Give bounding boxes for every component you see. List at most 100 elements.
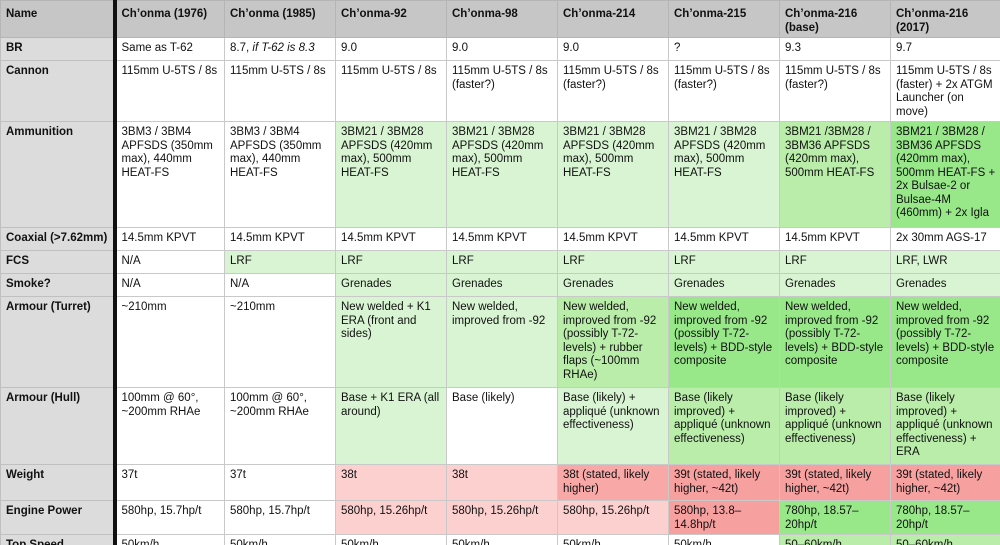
cell[interactable]: Base (likely improved) + appliqué (unkno… [779, 387, 891, 465]
header-chonma-215[interactable]: Ch’onma-215 [668, 0, 780, 38]
cell[interactable]: Grenades [779, 273, 891, 297]
cell[interactable]: 580hp, 15.7hp/t [224, 500, 336, 535]
cell[interactable]: 50–60km/h [779, 534, 891, 545]
cell[interactable]: 9.0 [557, 37, 669, 61]
cell[interactable]: 50km/h [557, 534, 669, 545]
cell[interactable]: 3BM21 / 3BM28 APFSDS (420mm max), 500mm … [335, 121, 447, 228]
row-label-armour-turret[interactable]: Armour (Turret) [0, 296, 117, 388]
cell[interactable]: 9.0 [446, 37, 558, 61]
cell[interactable]: LRF [779, 250, 891, 274]
row-label-fcs[interactable]: FCS [0, 250, 117, 274]
cell[interactable]: 115mm U-5TS / 8s (faster?) [668, 60, 780, 122]
cell[interactable]: 50km/h [224, 534, 336, 545]
cell[interactable]: 580hp, 15.7hp/t [114, 500, 225, 535]
cell[interactable]: 115mm U-5TS / 8s [335, 60, 447, 122]
header-chonma-92[interactable]: Ch’onma-92 [335, 0, 447, 38]
cell[interactable]: 3BM21 / 3BM28 APFSDS (420mm max), 500mm … [446, 121, 558, 228]
header-chonma-1976[interactable]: Ch’onma (1976) [114, 0, 225, 38]
cell[interactable]: New welded, improved from -92 (possibly … [557, 296, 669, 388]
row-label-top-speed[interactable]: Top Speed [0, 534, 117, 545]
cell[interactable]: Base (likely) + appliqué (unknown effect… [557, 387, 669, 465]
cell[interactable]: Grenades [890, 273, 1000, 297]
cell[interactable]: New welded, improved from -92 (possibly … [890, 296, 1000, 388]
cell[interactable]: 780hp, 18.57–20hp/t [779, 500, 891, 535]
cell[interactable]: Same as T-62 [114, 37, 225, 61]
cell[interactable]: 14.5mm KPVT [224, 227, 336, 251]
cell[interactable]: 580hp, 13.8–14.8hp/t [668, 500, 780, 535]
row-label-ammunition[interactable]: Ammunition [0, 121, 117, 228]
header-chonma-214[interactable]: Ch’onma-214 [557, 0, 669, 38]
cell[interactable]: 115mm U-5TS / 8s (faster?) [557, 60, 669, 122]
cell[interactable]: LRF [668, 250, 780, 274]
cell[interactable]: 14.5mm KPVT [335, 227, 447, 251]
cell[interactable]: 50–60km/h [890, 534, 1000, 545]
cell[interactable]: 14.5mm KPVT [779, 227, 891, 251]
cell[interactable]: LRF [446, 250, 558, 274]
cell[interactable]: Base (likely improved) + appliqué (unkno… [890, 387, 1000, 465]
cell[interactable]: 3BM21 / 3BM28 / 3BM36 APFSDS (420mm max)… [890, 121, 1000, 228]
cell[interactable]: 50km/h [446, 534, 558, 545]
header-chonma-216-2017[interactable]: Ch’onma-216 (2017) [890, 0, 1000, 38]
cell[interactable]: LRF [224, 250, 336, 274]
cell[interactable]: Grenades [335, 273, 447, 297]
cell[interactable]: 37t [114, 464, 225, 501]
cell[interactable]: 3BM21 / 3BM28 APFSDS (420mm max), 500mm … [557, 121, 669, 228]
cell[interactable]: 8.7, if T-62 is 8.3 [224, 37, 336, 61]
cell[interactable]: 115mm U-5TS / 8s (faster?) [446, 60, 558, 122]
cell[interactable]: 14.5mm KPVT [557, 227, 669, 251]
cell[interactable]: Base + K1 ERA (all around) [335, 387, 447, 465]
cell[interactable]: 39t (stated, likely higher, ~42t) [890, 464, 1000, 501]
cell[interactable]: 115mm U-5TS / 8s (faster) + 2x ATGM Laun… [890, 60, 1000, 122]
cell[interactable]: 100mm @ 60°, ~200mm RHAe [114, 387, 225, 465]
cell[interactable]: LRF [335, 250, 447, 274]
row-label-armour-hull[interactable]: Armour (Hull) [0, 387, 117, 465]
cell[interactable]: New welded, improved from -92 (possibly … [668, 296, 780, 388]
cell[interactable]: 115mm U-5TS / 8s (faster?) [779, 60, 891, 122]
cell[interactable]: N/A [114, 250, 225, 274]
cell[interactable]: New welded + K1 ERA (front and sides) [335, 296, 447, 388]
cell[interactable]: LRF, LWR [890, 250, 1000, 274]
header-chonma-98[interactable]: Ch’onma-98 [446, 0, 558, 38]
row-label-br[interactable]: BR [0, 37, 117, 61]
cell[interactable]: N/A [114, 273, 225, 297]
cell[interactable]: 9.3 [779, 37, 891, 61]
cell[interactable]: ~210mm [224, 296, 336, 388]
cell[interactable]: New welded, improved from -92 [446, 296, 558, 388]
cell[interactable]: 14.5mm KPVT [668, 227, 780, 251]
cell[interactable]: ~210mm [114, 296, 225, 388]
cell[interactable]: 580hp, 15.26hp/t [446, 500, 558, 535]
cell[interactable]: 50km/h [114, 534, 225, 545]
cell[interactable]: LRF [557, 250, 669, 274]
header-name[interactable]: Name [0, 0, 117, 38]
cell[interactable]: 38t (stated, likely higher) [557, 464, 669, 501]
cell[interactable]: Grenades [668, 273, 780, 297]
cell[interactable]: 580hp, 15.26hp/t [335, 500, 447, 535]
cell[interactable]: 2x 30mm AGS-17 [890, 227, 1000, 251]
cell[interactable]: 115mm U-5TS / 8s [224, 60, 336, 122]
cell[interactable]: 39t (stated, likely higher, ~42t) [668, 464, 780, 501]
cell[interactable]: 3BM3 / 3BM4 APFSDS (350mm max), 440mm HE… [114, 121, 225, 228]
cell[interactable]: 3BM21 /3BM28 / 3BM36 APFSDS (420mm max),… [779, 121, 891, 228]
cell[interactable]: 39t (stated, likely higher, ~42t) [779, 464, 891, 501]
cell[interactable]: 14.5mm KPVT [114, 227, 225, 251]
row-label-engine-power[interactable]: Engine Power [0, 500, 117, 535]
cell[interactable]: 50km/h [335, 534, 447, 545]
cell[interactable]: Base (likely) [446, 387, 558, 465]
cell[interactable]: 3BM21 / 3BM28 APFSDS (420mm max), 500mm … [668, 121, 780, 228]
cell[interactable]: 50km/h [668, 534, 780, 545]
cell[interactable]: New welded, improved from -92 (possibly … [779, 296, 891, 388]
cell[interactable]: 9.0 [335, 37, 447, 61]
cell[interactable]: 37t [224, 464, 336, 501]
cell[interactable]: ? [668, 37, 780, 61]
cell[interactable]: 115mm U-5TS / 8s [114, 60, 225, 122]
cell[interactable]: Base (likely improved) + appliqué (unkno… [668, 387, 780, 465]
cell[interactable]: Grenades [446, 273, 558, 297]
row-label-smoke[interactable]: Smoke? [0, 273, 117, 297]
cell[interactable]: Grenades [557, 273, 669, 297]
cell[interactable]: 38t [446, 464, 558, 501]
cell[interactable]: 780hp, 18.57–20hp/t [890, 500, 1000, 535]
cell[interactable]: 14.5mm KPVT [446, 227, 558, 251]
cell[interactable]: 100mm @ 60°, ~200mm RHAe [224, 387, 336, 465]
cell[interactable]: 3BM3 / 3BM4 APFSDS (350mm max), 440mm HE… [224, 121, 336, 228]
cell[interactable]: 38t [335, 464, 447, 501]
